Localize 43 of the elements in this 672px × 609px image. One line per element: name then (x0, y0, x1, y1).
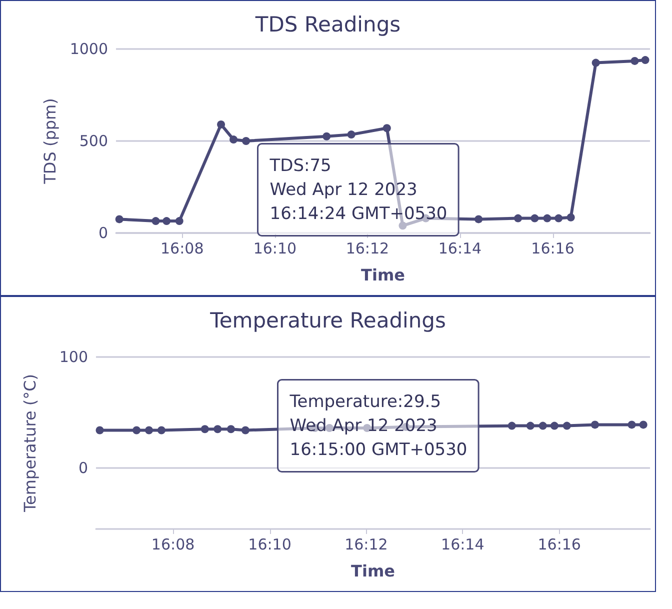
point (175, 217, 184, 226)
x-tick-label: 16:12 (346, 240, 390, 258)
y-tick-label: 100 (59, 348, 88, 366)
point (115, 215, 124, 224)
point (162, 217, 171, 226)
x-tick-label: 16:12 (344, 536, 388, 554)
point (382, 124, 391, 132)
y-axis-title: Temperature (°C) (20, 374, 40, 514)
x-tick-label: 16:08 (160, 240, 204, 258)
y-tick-label: 0 (98, 224, 108, 242)
y-tick-label: 1000 (70, 40, 108, 58)
point (530, 214, 539, 222)
y-axis-title: TDS (ppm) (40, 98, 60, 185)
point (347, 130, 356, 139)
x-tick-label: 16:16 (531, 240, 574, 258)
y-tick-label: 0 (78, 458, 88, 477)
x-axis-title: Time (361, 266, 406, 284)
y-tick-label: 500 (79, 132, 108, 150)
annotation: Temperature:29.5 Wed Apr 12 2023 16:15:00 GMT+0530 (288, 392, 468, 460)
point (322, 132, 331, 140)
point (217, 120, 226, 128)
chart-title: TDS Readings (254, 12, 401, 36)
point (630, 56, 639, 65)
point (566, 213, 575, 222)
x-tick-label: 16:14 (438, 240, 482, 258)
point (554, 214, 563, 222)
x-tick-label: 16:08 (151, 536, 195, 554)
x-tick-label: 16:10 (248, 536, 292, 554)
point (398, 222, 407, 230)
point (230, 136, 238, 144)
chart-title: Temperature Readings (209, 308, 446, 332)
x-axis-title: Time (351, 562, 396, 580)
point (242, 137, 250, 145)
point (152, 217, 160, 226)
point (514, 214, 522, 222)
x-tick-label: 16:10 (253, 240, 297, 258)
point (543, 214, 552, 222)
x-tick-label: 16:14 (441, 536, 484, 554)
x-tick-label: 16:16 (538, 536, 581, 554)
point (641, 56, 650, 64)
point (592, 58, 600, 67)
annotation: TDS:75 Wed Apr 12 2023 16:14:24 GMT+0530 (268, 156, 448, 224)
point (474, 215, 483, 224)
